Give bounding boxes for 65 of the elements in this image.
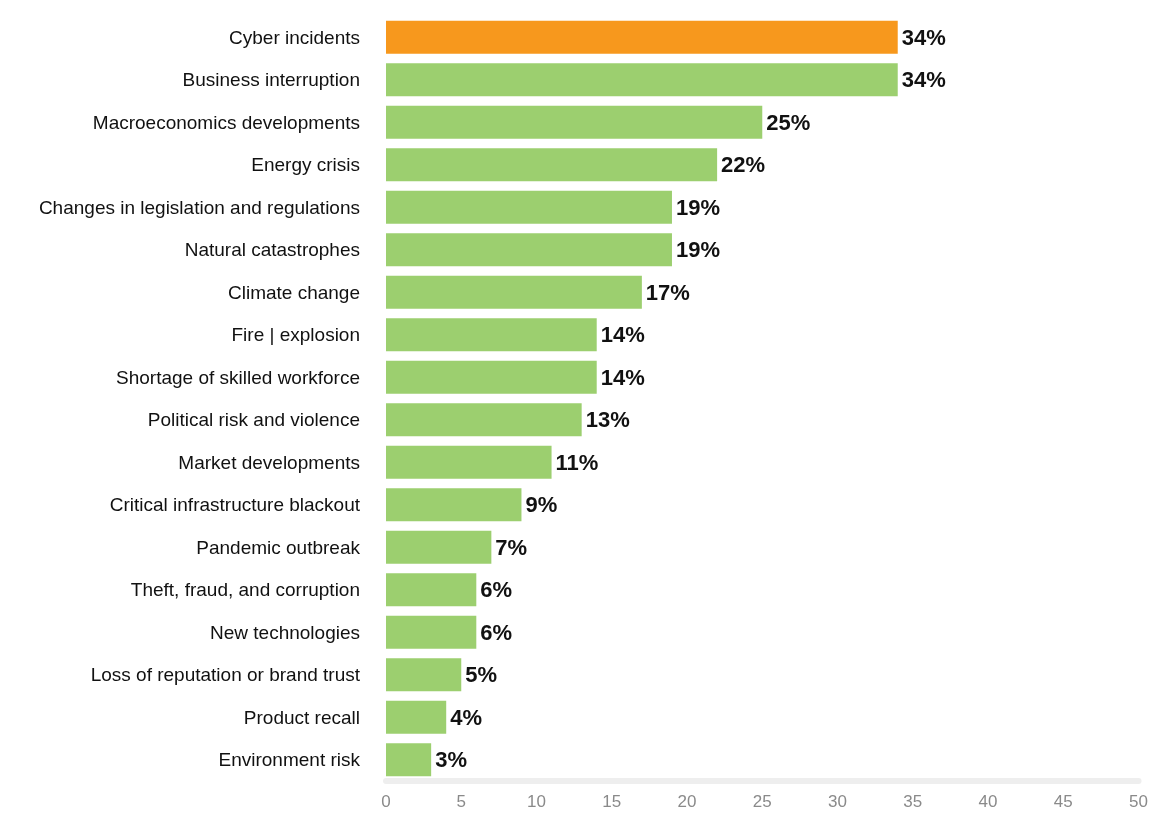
data-label: 6% <box>480 577 513 603</box>
data-label: 9% <box>525 492 558 518</box>
data-label: 34% <box>901 24 946 50</box>
bar <box>386 233 672 267</box>
y-tick-label: New technologies <box>210 621 360 643</box>
bar <box>386 743 432 777</box>
bar <box>386 700 447 734</box>
data-label: 11% <box>555 449 599 475</box>
data-label: 19% <box>675 237 721 263</box>
bar <box>386 530 492 564</box>
x-tick-label: 45 <box>1053 792 1073 811</box>
y-tick-label: Shortage of skilled workforce <box>116 366 360 388</box>
data-label: 7% <box>495 534 528 560</box>
y-tick-label: Changes in legislation and regulations <box>38 196 360 218</box>
bar <box>386 658 462 692</box>
x-tick-label: 40 <box>978 792 998 811</box>
x-tick-label: 35 <box>903 792 923 811</box>
x-tick-label: 5 <box>456 792 466 811</box>
bar <box>386 615 477 649</box>
bar <box>386 573 477 607</box>
data-label: 13% <box>585 407 630 433</box>
bar <box>386 403 582 437</box>
bar <box>386 105 763 139</box>
bar <box>386 488 522 522</box>
y-tick-label: Market developments <box>178 451 360 473</box>
x-tick-label: 30 <box>828 792 847 811</box>
data-label: 14% <box>600 322 645 348</box>
y-tick-label: Business interruption <box>182 69 360 91</box>
y-tick-label: Fire | explosion <box>231 324 360 346</box>
bar <box>386 63 898 97</box>
y-tick-label: Theft, fraud, and corruption <box>130 579 360 601</box>
bar <box>386 20 898 54</box>
data-label: 19% <box>675 194 721 220</box>
x-tick-label: 0 <box>381 792 391 811</box>
data-label: 6% <box>480 619 513 645</box>
data-label: 22% <box>721 152 766 178</box>
data-label: 25% <box>766 109 811 135</box>
y-tick-label: Climate change <box>227 281 360 303</box>
bar <box>386 148 718 182</box>
bar <box>386 445 552 479</box>
x-tick-label: 25 <box>752 792 772 811</box>
y-tick-label: Macroeconomics developments <box>92 111 360 133</box>
x-tick-label: 20 <box>677 792 697 811</box>
y-tick-label: Product recall <box>243 706 360 728</box>
bar <box>386 275 642 309</box>
data-label: 14% <box>600 364 645 390</box>
y-tick-label: Environment risk <box>218 749 361 771</box>
y-tick-label: Cyber incidents <box>229 26 360 48</box>
y-tick-label: Critical infrastructure blackout <box>109 494 361 516</box>
y-tick-label: Pandemic outbreak <box>196 536 361 558</box>
data-label: 34% <box>901 67 946 93</box>
x-tick-label: 10 <box>527 792 546 811</box>
data-label: 4% <box>450 704 482 730</box>
y-tick-label: Energy crisis <box>251 154 360 176</box>
bar <box>386 318 597 352</box>
y-tick-label: Loss of reputation or brand trust <box>90 664 361 686</box>
y-tick-label: Natural catastrophes <box>184 239 360 261</box>
data-label: 3% <box>435 747 467 773</box>
data-label: 5% <box>465 662 498 688</box>
y-tick-label: Political risk and violence <box>147 409 360 431</box>
x-tick-label: 15 <box>602 792 622 811</box>
bar <box>386 190 672 224</box>
bar <box>386 360 597 394</box>
x-tick-label: 50 <box>1129 792 1149 811</box>
data-label: 17% <box>645 279 690 305</box>
